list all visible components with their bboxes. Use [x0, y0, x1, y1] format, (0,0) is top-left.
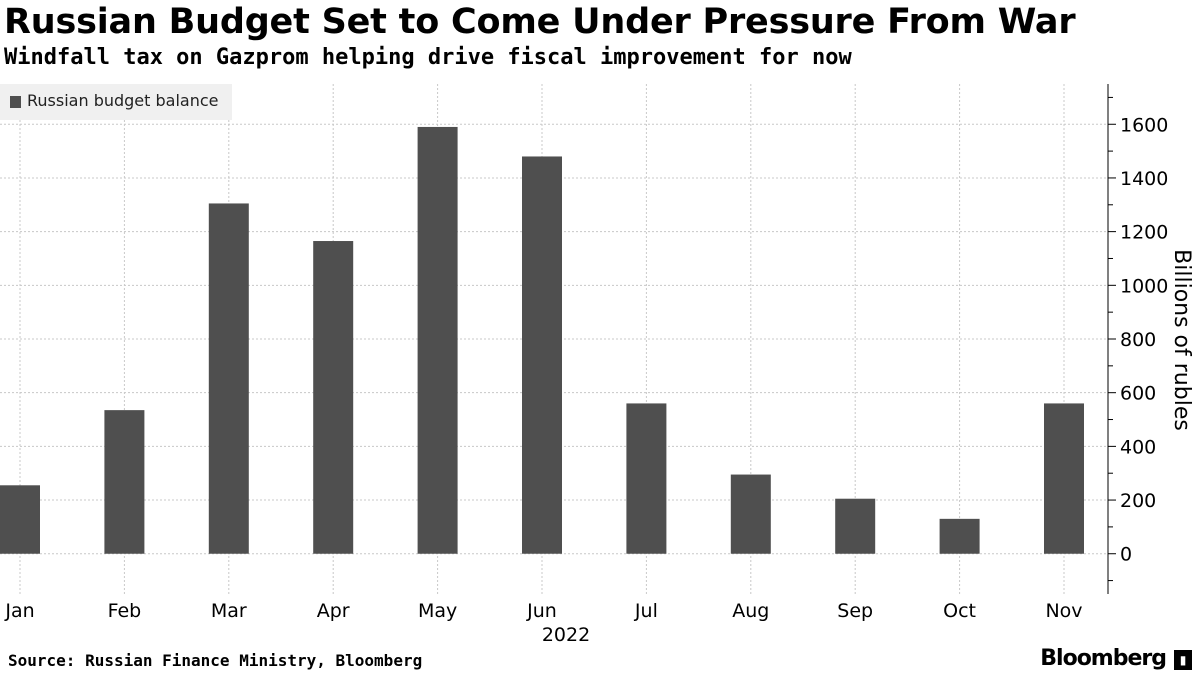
chart-title: Russian Budget Set to Come Under Pressur…	[4, 2, 1076, 42]
y-tick-label: 800	[1120, 329, 1156, 351]
y-tick-label: 1600	[1120, 114, 1168, 136]
bar-sep	[835, 498, 876, 554]
x-tick-label: Feb	[108, 600, 142, 622]
legend-label: Russian budget balance	[27, 91, 219, 110]
x-tick-label: Aug	[732, 600, 769, 622]
legend-swatch	[10, 96, 21, 108]
bloomberg-terminal-icon: ▮	[1174, 650, 1192, 670]
y-tick-label: 400	[1120, 436, 1156, 458]
chart-subtitle: Windfall tax on Gazprom helping drive fi…	[4, 45, 852, 70]
y-axis-label: Billions of rubles	[1169, 249, 1194, 431]
bar-aug	[730, 474, 771, 554]
bar-jun	[522, 156, 562, 554]
bar-feb	[104, 410, 145, 554]
y-tick-label: 200	[1120, 490, 1156, 512]
y-tick-label: 600	[1120, 383, 1156, 405]
bar-nov	[1044, 403, 1084, 554]
bar-jul	[626, 403, 667, 554]
x-year-label: 2022	[542, 624, 590, 646]
bar-mar	[208, 203, 249, 554]
bar-jan	[0, 485, 40, 554]
x-tick-label: Oct	[943, 600, 976, 622]
x-tick-label: Jun	[526, 600, 557, 622]
bar-apr	[313, 241, 354, 554]
x-tick-label: Nov	[1045, 600, 1082, 622]
x-tick-label: Jan	[4, 600, 34, 622]
bar-may	[417, 126, 458, 554]
x-tick-label: Apr	[317, 600, 350, 622]
y-tick-label: 0	[1120, 544, 1132, 566]
source-note: Source: Russian Finance Ministry, Bloomb…	[8, 651, 423, 670]
y-tick-label: 1200	[1120, 222, 1168, 244]
legend: Russian budget balance	[0, 84, 232, 120]
x-tick-label: Sep	[837, 600, 873, 622]
y-tick-label: 1000	[1120, 275, 1168, 297]
y-tick-label: 1400	[1120, 168, 1168, 190]
x-tick-label: May	[418, 600, 457, 622]
bloomberg-logo: Bloomberg	[1040, 646, 1167, 671]
x-tick-label: Mar	[211, 600, 247, 622]
bar-oct	[939, 518, 980, 554]
x-tick-label: Jul	[634, 600, 658, 622]
